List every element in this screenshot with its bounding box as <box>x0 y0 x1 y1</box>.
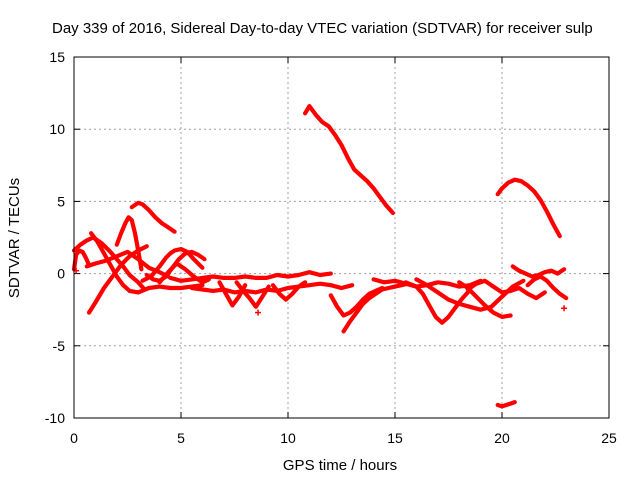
series-arc-17 <box>328 285 385 318</box>
y-axis-label: SDTVAR / TECUs <box>6 178 23 298</box>
series-arc-05 <box>88 231 205 295</box>
x-tick-label: 10 <box>280 430 296 446</box>
plot-frame <box>73 56 610 419</box>
series-arc-12 <box>189 281 355 295</box>
isolated-point-marker <box>561 305 568 312</box>
y-tick-label: 0 <box>57 266 65 282</box>
series-arc-13 <box>217 280 248 308</box>
series-arc-16 <box>303 103 395 216</box>
x-tick-label: 25 <box>601 430 617 446</box>
grid-lines <box>74 57 609 418</box>
chart-title: Day 339 of 2016, Sidereal Day-to-day VTE… <box>52 20 593 37</box>
series-arc-24 <box>495 177 562 239</box>
data-series <box>71 103 569 409</box>
y-tick-label: -10 <box>45 410 65 426</box>
series-arc-01 <box>71 235 147 292</box>
x-axis-label: GPS time / hours <box>283 457 397 474</box>
series-arc-23 <box>465 278 547 301</box>
x-axis-ticks: 0 5 10 15 20 25 <box>70 57 617 446</box>
series-arc-11 <box>168 270 333 283</box>
x-tick-label: 15 <box>387 430 403 446</box>
y-tick-label: 5 <box>57 193 65 209</box>
series-arc-25 <box>495 400 517 409</box>
x-tick-label: 20 <box>494 430 510 446</box>
series-arc-14 <box>234 280 271 309</box>
x-tick-label: 0 <box>70 430 78 446</box>
series-arc-10 <box>157 261 211 285</box>
series-arc-22 <box>457 280 513 319</box>
isolated-point-marker <box>255 309 262 316</box>
y-tick-label: 15 <box>49 49 65 65</box>
y-axis-ticks: -10 -5 0 5 10 15 <box>45 49 609 426</box>
series-arc-18 <box>341 281 410 334</box>
y-tick-label: 10 <box>49 121 65 137</box>
series-arc-06 <box>114 215 144 272</box>
series-arc-15 <box>270 280 308 302</box>
x-tick-label: 5 <box>177 430 185 446</box>
series-arc-08 <box>140 247 205 283</box>
series-arc-26 <box>510 264 567 279</box>
y-tick-label: -5 <box>53 338 66 354</box>
series-arc-27 <box>525 274 569 301</box>
series-arc-02 <box>71 248 92 272</box>
series-arc-07 <box>129 200 177 234</box>
